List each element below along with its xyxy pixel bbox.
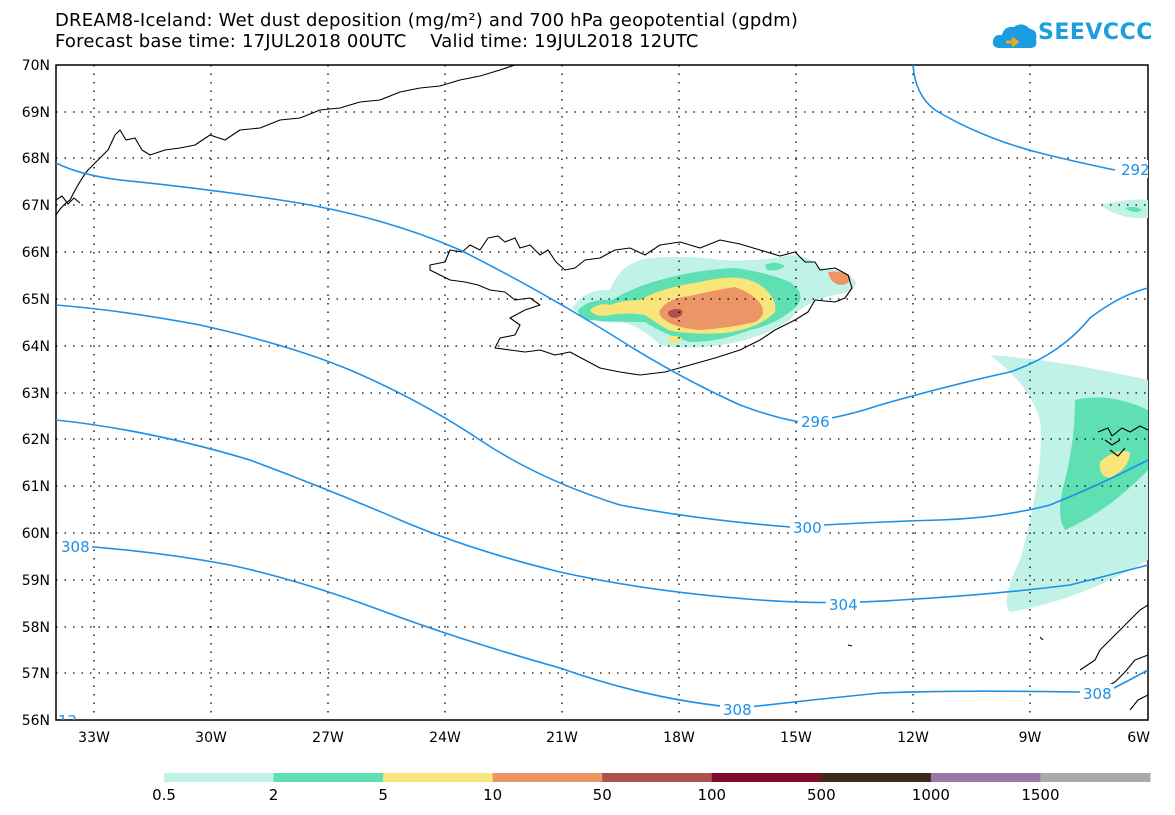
legend-label: 1500 <box>1021 786 1059 804</box>
dust-deposition-fields <box>572 199 1148 612</box>
contour-label-308-south: 308 <box>723 701 752 719</box>
greenland-inlet <box>56 195 81 205</box>
map-frame <box>55 64 1149 721</box>
lon-label: 12W <box>897 730 929 746</box>
cloud-icon <box>992 24 1037 48</box>
faroe-islands <box>1097 425 1148 457</box>
lon-label: 15W <box>780 730 812 746</box>
dust-level-10-iceland <box>659 287 764 330</box>
lat-label: 57N <box>22 666 50 682</box>
longitude-labels: 33W 30W 27W 24W 21W 18W 15W 12W 9W 6W <box>78 730 1150 746</box>
iceland-coast <box>429 235 853 376</box>
legend-swatch <box>383 773 494 782</box>
dust-level-50-iceland <box>668 308 683 318</box>
lon-label: 24W <box>429 730 461 746</box>
latitude-labels: 70N 69N 68N 67N 66N 65N 64N 63N 62N 61N … <box>22 58 50 729</box>
greenland-coast <box>56 65 516 216</box>
lon-label: 27W <box>312 730 344 746</box>
small-island <box>1039 636 1044 641</box>
legend-labels: 0.5 2 5 10 50 100 500 1000 1500 <box>152 786 1059 804</box>
lat-label: 61N <box>22 479 50 495</box>
contour-label-308-west: 308 <box>61 538 90 556</box>
legend-label: 100 <box>697 786 726 804</box>
lat-label: 62N <box>22 432 50 448</box>
geopotential-contours <box>56 65 1148 709</box>
contour-292 <box>912 65 1116 171</box>
lat-label: 70N <box>22 58 50 74</box>
lat-label: 67N <box>22 198 50 214</box>
lat-label: 64N <box>22 339 50 355</box>
lon-label: 18W <box>663 730 695 746</box>
dust-level-5-east <box>1099 451 1130 478</box>
dust-level-2-iceland-north <box>765 262 785 271</box>
contour-304 <box>56 419 1148 604</box>
legend-swatch <box>164 773 275 782</box>
lat-label: 63N <box>22 386 50 402</box>
legend-label: 5 <box>378 786 388 804</box>
lon-label: 6W <box>1127 730 1150 746</box>
legend-swatch <box>492 773 603 782</box>
legend-swatch <box>1040 773 1151 782</box>
lat-label: 56N <box>22 713 50 729</box>
contour-label-292: 292 <box>1121 161 1150 179</box>
lat-label: 69N <box>22 105 50 121</box>
contour-label-308-east: 308 <box>1083 685 1112 703</box>
contour-label-296: 296 <box>801 413 830 431</box>
legend-label: 0.5 <box>152 786 176 804</box>
legend-swatch <box>602 773 713 782</box>
lon-label: 9W <box>1019 730 1042 746</box>
lon-label: 21W <box>546 730 578 746</box>
contour-label-312-partial: 12 <box>58 712 77 730</box>
legend-label: 1000 <box>912 786 950 804</box>
contour-label-300: 300 <box>793 519 822 537</box>
graticule <box>56 65 1148 720</box>
lat-label: 68N <box>22 151 50 167</box>
legend-swatch <box>930 773 1041 782</box>
contour-labels: 292 296 300 304 308 308 308 12 <box>58 160 1150 730</box>
logo-text: SEEVCCC <box>1038 20 1153 45</box>
lat-label: 60N <box>22 526 50 542</box>
legend-swatch <box>821 773 932 782</box>
legend-label: 500 <box>807 786 836 804</box>
contour-296 <box>56 162 1148 423</box>
lat-label: 59N <box>22 573 50 589</box>
coastlines <box>56 65 1148 711</box>
lat-label: 58N <box>22 620 50 636</box>
map-title: DREAM8-Iceland: Wet dust deposition (mg/… <box>55 10 799 31</box>
lon-label: 33W <box>78 730 110 746</box>
lon-label: 30W <box>195 730 227 746</box>
legend-swatch <box>273 773 384 782</box>
contour-label-304: 304 <box>829 596 858 614</box>
dust-level-2-ne <box>1125 206 1142 213</box>
lat-label: 66N <box>22 245 50 261</box>
dust-level-0.5-ne <box>1100 199 1148 219</box>
legend-colorbar <box>164 773 1151 782</box>
contour-300 <box>56 304 1148 528</box>
dust-level-10-iceland-east <box>828 271 851 285</box>
legend-label: 10 <box>483 786 502 804</box>
map-content: 292 296 300 304 308 308 308 12 <box>56 65 1150 730</box>
small-island-2 <box>847 644 853 647</box>
seevccc-logo <box>992 24 1037 48</box>
contour-308-a <box>64 544 1081 709</box>
legend-label: 2 <box>269 786 279 804</box>
legend-label: 50 <box>593 786 612 804</box>
legend-swatch <box>711 773 822 782</box>
map-subtitle: Forecast base time: 17JUL2018 00UTC Vali… <box>55 31 699 52</box>
lat-label: 65N <box>22 292 50 308</box>
